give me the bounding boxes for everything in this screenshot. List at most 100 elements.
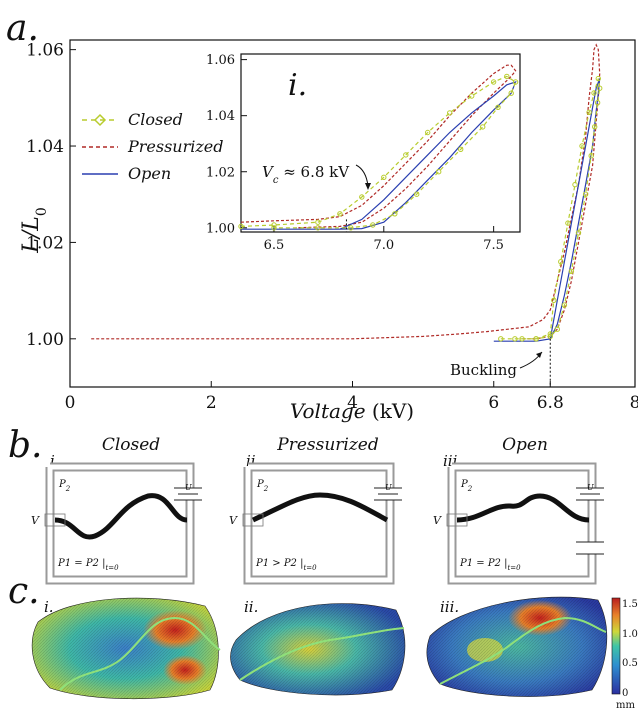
inset-plot-frame bbox=[240, 53, 521, 233]
series-pressurized bbox=[91, 43, 601, 340]
schematic-title: Closed bbox=[102, 435, 160, 455]
panel-b-label: b. bbox=[8, 425, 43, 466]
colorbar-tick: 0 bbox=[622, 688, 628, 699]
closed-data-point bbox=[381, 174, 387, 181]
colorbar-gradient bbox=[611, 597, 621, 695]
closed-data-point bbox=[315, 225, 321, 231]
series-line-pressurized bbox=[91, 43, 601, 340]
x-tick-label: 7.5 bbox=[483, 238, 504, 253]
buckling-arrowhead-icon bbox=[536, 352, 542, 358]
schematic-closed: i. Closed U V P2 P1 = P2 |t=0 bbox=[31, 435, 202, 585]
x-tick-label: 0 bbox=[65, 393, 76, 413]
closed-data-point bbox=[238, 223, 244, 230]
x-tick-label: 6.8 bbox=[537, 393, 564, 413]
inset-y-ticks: 1.00 1.02 1.04 1.06 bbox=[206, 53, 247, 236]
closed-data-point bbox=[588, 153, 594, 159]
panel-c-label: c. bbox=[8, 571, 40, 612]
electrode-icon bbox=[44, 513, 66, 527]
legend-label-pressurized: Pressurized bbox=[127, 137, 224, 156]
surface-numeral: ii. bbox=[244, 598, 258, 616]
surface-plot-open: iii. bbox=[426, 596, 608, 697]
closed-data-point bbox=[495, 104, 501, 111]
closed-data-point bbox=[558, 259, 564, 265]
closed-data-point bbox=[551, 297, 557, 303]
closed-data-point bbox=[403, 152, 409, 158]
closed-data-point bbox=[579, 143, 585, 149]
y-tick-label: 1.04 bbox=[26, 137, 64, 157]
pressure-label: P2 bbox=[58, 479, 71, 493]
series-line-closed bbox=[500, 78, 601, 340]
y-tick-label: 1.06 bbox=[26, 41, 64, 61]
series-open bbox=[241, 81, 517, 230]
svg-text:U: U bbox=[185, 483, 192, 492]
panel-a-label: a. bbox=[6, 8, 39, 49]
series-line-closed bbox=[240, 75, 517, 229]
x-tick-label: 4 bbox=[347, 393, 358, 413]
membrane-curve bbox=[456, 493, 590, 523]
vc-arrowhead-icon bbox=[365, 183, 371, 190]
y-tick-label: 1.00 bbox=[206, 221, 235, 236]
closed-data-point bbox=[508, 90, 514, 96]
legend-item-closed: Closed bbox=[82, 110, 183, 129]
pressure-label: P2 bbox=[256, 479, 269, 493]
closed-data-point bbox=[271, 222, 277, 228]
colorbar-tick: 0.5 bbox=[622, 658, 638, 669]
svg-text:V: V bbox=[433, 514, 442, 527]
main-x-ticks: 0 2 4 6 6.8 8 bbox=[65, 381, 638, 413]
schematic-open: iii. Open U V P2 P1 = P2 |t=0 bbox=[433, 435, 604, 585]
pressure-condition: P1 = P2 |t=0 bbox=[57, 558, 119, 572]
closed-data-point bbox=[565, 220, 571, 226]
x-tick-label: 6 bbox=[488, 393, 499, 413]
diamond-marker-icon bbox=[93, 113, 107, 127]
closed-data-point bbox=[458, 146, 464, 153]
surface-plot-pressurized: ii. bbox=[230, 598, 406, 696]
closed-data-point bbox=[348, 225, 354, 231]
y-tick-label: 1.04 bbox=[206, 109, 235, 124]
colorbar-tick: 1.0 bbox=[622, 629, 638, 640]
closed-data-point bbox=[586, 109, 592, 116]
schematic-numeral: i. bbox=[50, 452, 60, 470]
buckling-annotation: Buckling bbox=[450, 361, 517, 379]
closed-data-point bbox=[575, 230, 582, 236]
closed-data-point bbox=[554, 326, 560, 332]
closed-data-point bbox=[594, 100, 601, 106]
main-x-axis-label: Voltage (kV) bbox=[290, 399, 414, 423]
membrane-curve bbox=[251, 492, 389, 523]
series-closed bbox=[498, 75, 603, 342]
schematic-title: Open bbox=[502, 435, 548, 455]
closed-data-point bbox=[533, 336, 539, 342]
electrode-icon bbox=[446, 513, 468, 527]
pressure-condition: P1 = P2 |t=0 bbox=[459, 558, 521, 572]
svg-text:V: V bbox=[31, 514, 40, 527]
closed-data-point bbox=[392, 211, 398, 217]
svg-text:V: V bbox=[229, 514, 238, 527]
y-tick-label: 1.02 bbox=[206, 165, 235, 180]
legend-label-open: Open bbox=[128, 164, 171, 183]
svg-text:U: U bbox=[385, 483, 392, 492]
surface-plot-closed: i. bbox=[31, 597, 221, 700]
closed-data-point bbox=[512, 79, 519, 85]
surface-numeral: i. bbox=[44, 598, 54, 616]
x-tick-label: 8 bbox=[630, 393, 638, 413]
closed-data-point bbox=[490, 79, 497, 85]
closed-data-point bbox=[597, 85, 603, 91]
closed-data-point bbox=[547, 333, 553, 340]
closed-data-point bbox=[370, 222, 376, 228]
surface-numeral: iii. bbox=[440, 598, 459, 616]
pressure-condition: P1 > P2 |t=0 bbox=[255, 558, 317, 572]
main-y-axis-label: L/L0 bbox=[19, 207, 50, 254]
main-chart: 1.00 1.02 1.04 1.06 0 2 4 6 6.8 8 L/L0 Voltage (… bbox=[19, 39, 638, 423]
vc-annotation: Vc ≈ 6.8 kV bbox=[262, 163, 350, 186]
closed-data-point bbox=[504, 73, 510, 80]
y-tick-label: 1.02 bbox=[26, 233, 64, 253]
main-y-ticks: 1.00 1.02 1.04 1.06 bbox=[26, 41, 76, 350]
x-tick-label: 2 bbox=[206, 393, 217, 413]
closed-data-point bbox=[315, 219, 321, 225]
inset-x-ticks: 6.5 7.0 7.5 bbox=[264, 226, 504, 253]
closed-data-point bbox=[547, 331, 553, 337]
y-tick-label: 1.00 bbox=[26, 330, 64, 350]
series-line-open bbox=[241, 81, 517, 230]
closed-data-point bbox=[498, 336, 504, 342]
closed-data-point bbox=[271, 225, 277, 231]
